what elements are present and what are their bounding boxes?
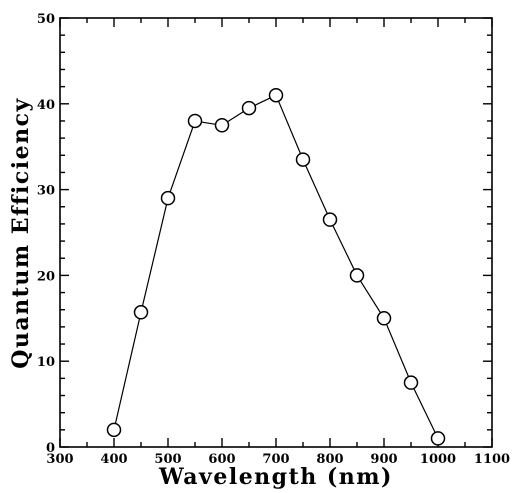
data-point xyxy=(295,152,311,167)
series-line xyxy=(113,94,439,439)
x-tick-label: 1100 xyxy=(474,452,510,467)
axis-tick-labels: 300 400 500 600 700 800 900 1000 1100 0 10 20 30 40 50 xyxy=(37,12,510,467)
y-tick-label: 30 xyxy=(37,184,55,199)
data-point xyxy=(214,118,230,133)
data-point xyxy=(376,311,392,326)
x-axis-title: Wavelength (nm) xyxy=(158,464,393,490)
data-point xyxy=(322,212,338,227)
x-tick-label: 500 xyxy=(154,452,181,467)
data-point xyxy=(430,431,446,446)
data-point xyxy=(133,305,149,320)
data-point xyxy=(241,100,257,116)
x-tick-label: 800 xyxy=(316,452,343,467)
y-tick-label: 40 xyxy=(37,98,55,113)
data-series xyxy=(106,87,446,446)
x-tick-label: 900 xyxy=(370,452,397,467)
data-point xyxy=(187,113,203,129)
y-tick-label: 20 xyxy=(37,269,55,284)
y-tick-label: 50 xyxy=(37,12,55,27)
y-axis-title: Quantum Efficiency xyxy=(8,97,34,368)
data-point xyxy=(106,422,122,438)
data-point xyxy=(403,375,419,390)
x-tick-label: 1000 xyxy=(420,452,456,467)
axis-ticks xyxy=(59,17,493,448)
x-tick-label: 700 xyxy=(262,452,289,467)
data-point xyxy=(268,87,284,103)
data-point xyxy=(160,190,176,206)
x-tick-label: 600 xyxy=(208,452,235,467)
data-point xyxy=(349,268,365,283)
x-tick-label: 400 xyxy=(100,452,127,467)
y-tick-label: 10 xyxy=(37,355,55,370)
y-tick-label: 0 xyxy=(46,441,55,456)
x-tick-label: 300 xyxy=(46,452,73,467)
